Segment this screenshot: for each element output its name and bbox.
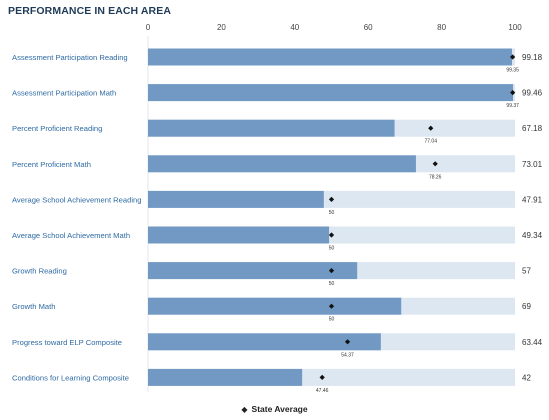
bar-value <box>148 84 514 102</box>
state-average-marker <box>344 339 351 345</box>
legend-label: State Average <box>251 404 308 414</box>
category-label: Conditions for Learning Composite <box>12 373 129 382</box>
state-average-label: 54.37 <box>341 352 354 358</box>
value-label: 49.34 <box>522 231 543 240</box>
bar-value <box>148 48 512 66</box>
state-average-label: 50 <box>329 246 335 252</box>
state-average-marker <box>328 268 335 274</box>
state-average-marker <box>328 303 335 309</box>
bar-value <box>148 297 402 315</box>
category-label: Progress toward ELP Composite <box>12 338 122 347</box>
state-average-label: 77.04 <box>424 139 437 145</box>
value-label: 99.18 <box>522 53 543 62</box>
x-tick-label: 40 <box>290 23 299 32</box>
state-average-marker <box>428 125 434 131</box>
state-average-diamond-icon: ◆ <box>241 405 248 414</box>
state-average-label: 50 <box>329 210 335 216</box>
state-average-label: 78.26 <box>429 174 442 180</box>
x-tick-label: 0 <box>146 23 151 32</box>
state-average-label: 99.35 <box>506 68 519 74</box>
state-average-marker <box>328 196 335 202</box>
value-label: 47.91 <box>522 195 543 204</box>
value-label: 69 <box>522 302 531 311</box>
chart-title: PERFORMANCE IN EACH AREA <box>8 5 172 17</box>
value-label: 57 <box>522 267 531 276</box>
state-average-marker <box>510 90 516 96</box>
bar-chart: 0 20 40 60 80 100 Assessment Participation Rea… <box>12 23 543 394</box>
category-label: Percent Proficient Math <box>12 160 91 169</box>
legend: ◆ State Average <box>0 404 549 414</box>
state-average-label: 50 <box>329 317 335 323</box>
state-average-marker <box>328 232 335 238</box>
category-label: Growth Math <box>12 302 55 311</box>
category-label: Average School Achievement Reading <box>12 195 141 204</box>
bar-value <box>148 155 416 173</box>
state-average-label: 99.37 <box>506 103 519 109</box>
category-label: Growth Reading <box>12 267 67 276</box>
x-tick-label: 60 <box>364 23 373 32</box>
bar-value <box>148 226 330 244</box>
bar-value <box>148 262 358 280</box>
value-label: 99.46 <box>522 89 543 98</box>
x-tick-label: 100 <box>508 23 522 32</box>
value-label: 67.18 <box>522 124 543 133</box>
category-label: Assessment Participation Math <box>12 89 116 98</box>
bar-value <box>148 190 324 208</box>
x-tick-label: 80 <box>437 23 446 32</box>
bar-value <box>148 368 303 386</box>
value-label: 73.01 <box>522 160 543 169</box>
category-label: Percent Proficient Reading <box>12 124 102 133</box>
state-average-label: 47.46 <box>316 388 329 394</box>
state-average-marker <box>319 374 325 380</box>
state-average-marker <box>432 161 438 167</box>
bar-value <box>148 333 381 351</box>
state-average-marker <box>510 54 516 60</box>
x-tick-label: 20 <box>217 23 226 32</box>
value-label: 42 <box>522 373 531 382</box>
value-label: 63.44 <box>522 338 543 347</box>
category-label: Assessment Participation Reading <box>12 53 128 62</box>
bar-value <box>148 119 395 137</box>
state-average-label: 50 <box>329 281 335 287</box>
category-label: Average School Achievement Math <box>12 231 130 240</box>
